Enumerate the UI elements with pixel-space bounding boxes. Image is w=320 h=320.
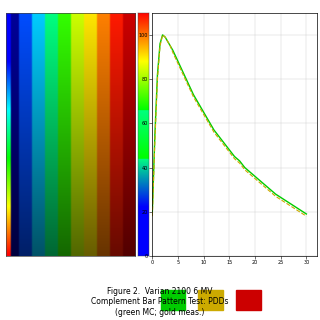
FancyBboxPatch shape [236, 290, 261, 309]
FancyBboxPatch shape [161, 290, 185, 309]
Text: Figure 2.  Varian 2100 6 MV
Complement Bar Pattern Test: PDDs
(green MC; gold me: Figure 2. Varian 2100 6 MV Complement Ba… [91, 287, 229, 317]
FancyBboxPatch shape [198, 290, 223, 309]
